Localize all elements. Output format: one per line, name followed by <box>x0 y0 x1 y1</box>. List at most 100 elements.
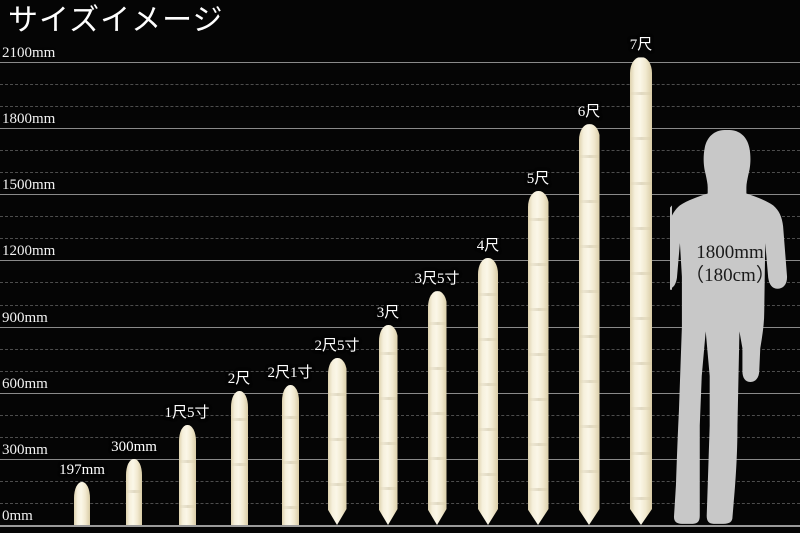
bar-label: 1尺5寸 <box>164 404 210 421</box>
bar-texture-band <box>630 272 652 276</box>
bar-texture-band <box>230 463 248 467</box>
gridline-minor <box>0 106 800 108</box>
bar-label: 3尺 <box>376 304 400 321</box>
bar-texture-band <box>527 352 549 356</box>
bar-texture-band <box>527 307 549 311</box>
bar-shaft <box>427 291 447 525</box>
bar-texture-band <box>327 437 347 441</box>
bar-texture-band <box>630 362 652 366</box>
gridline-major <box>0 128 800 130</box>
bar-texture-band <box>378 441 398 445</box>
bar-texture-band <box>281 415 299 419</box>
bar-texture-band <box>427 322 447 326</box>
bar-texture-band <box>630 92 652 96</box>
bar-shaft <box>478 257 498 525</box>
bar-texture-band <box>578 425 600 429</box>
gridline-minor <box>0 370 800 372</box>
bar-texture-band <box>527 262 549 266</box>
bar-texture-band <box>178 504 196 508</box>
bar <box>178 424 196 525</box>
bar-texture-band <box>378 351 398 355</box>
bar-texture-band <box>527 217 549 221</box>
bar-shaft <box>74 481 90 525</box>
person-silhouette: 1800mm （180cm） <box>670 128 789 525</box>
bar-texture-band <box>327 482 347 486</box>
gridline-minor <box>0 348 800 350</box>
gridline-minor <box>0 502 800 504</box>
bar-shaft <box>178 424 196 525</box>
bar-shaft <box>126 458 142 525</box>
bar-texture-band <box>578 155 600 159</box>
bar-label: 5尺 <box>526 170 550 187</box>
bar <box>327 357 347 525</box>
bar-texture-band <box>126 489 142 493</box>
y-axis-label: 300mm <box>2 441 48 458</box>
gridline-minor <box>0 216 800 218</box>
gridline-major <box>0 458 800 460</box>
bar-texture-band <box>478 382 498 386</box>
bar-shaft <box>281 384 299 525</box>
bar-texture-band <box>478 472 498 476</box>
bar-texture-band <box>578 335 600 339</box>
bar <box>427 291 447 525</box>
bar-texture-band <box>327 392 347 396</box>
gridline-minor <box>0 414 800 416</box>
bar-shaft <box>630 57 652 525</box>
bar-texture-band <box>630 317 652 321</box>
bar-texture-band <box>427 502 447 506</box>
bar-label: 2尺 <box>227 371 251 388</box>
bar-texture-band <box>478 337 498 341</box>
bar-shaft <box>230 391 248 525</box>
gridline-minor <box>0 84 800 86</box>
bar <box>630 57 652 525</box>
bar-texture-band <box>578 200 600 204</box>
bar-texture-band <box>427 457 447 461</box>
bar <box>478 257 498 525</box>
bar-texture-band <box>527 487 549 491</box>
gridline-minor <box>0 150 800 152</box>
bar-texture-band <box>630 452 652 456</box>
person-height-mm: 1800mm <box>696 242 764 264</box>
gridline-minor <box>0 172 800 174</box>
bar-texture-band <box>630 407 652 411</box>
bar-texture-band <box>478 292 498 296</box>
bar-texture-band <box>378 396 398 400</box>
bar-label: 2尺5寸 <box>314 337 360 354</box>
gridline-major <box>0 260 800 262</box>
y-axis-label: 1500mm <box>2 177 56 194</box>
bar-texture-band <box>527 442 549 446</box>
bar-label: 3尺5寸 <box>414 271 460 288</box>
bar-texture-band <box>281 460 299 464</box>
y-axis-label: 600mm <box>2 375 48 392</box>
person-height-label: 1800mm （180cm） <box>670 241 789 287</box>
y-axis-label: 900mm <box>2 309 48 326</box>
bar-label: 4尺 <box>476 237 500 254</box>
bar-texture-band <box>378 486 398 490</box>
y-axis-label: 2100mm <box>2 45 56 61</box>
bar-label: 300mm <box>111 438 157 455</box>
bar-shaft <box>327 357 347 525</box>
bar-texture-band <box>478 427 498 431</box>
bar-label: 6尺 <box>577 104 601 121</box>
bar-shaft <box>378 324 398 525</box>
bar-texture-band <box>281 505 299 509</box>
gridline-minor <box>0 436 800 438</box>
bar-texture-band <box>578 290 600 294</box>
bar-texture-band <box>178 459 196 463</box>
bar-texture-band <box>427 412 447 416</box>
axis-baseline <box>0 525 800 527</box>
bar <box>578 124 600 525</box>
bar-texture-band <box>578 470 600 474</box>
person-height-cm: （180cm） <box>685 265 775 287</box>
gridline-major <box>0 326 800 328</box>
bar <box>74 481 90 525</box>
bar-texture-band <box>630 137 652 141</box>
bar <box>126 458 142 525</box>
y-axis-label: 1800mm <box>2 111 56 128</box>
bar <box>378 324 398 525</box>
bar <box>527 190 549 525</box>
bar-texture-band <box>230 418 248 422</box>
y-axis-label: 0mm <box>2 508 33 524</box>
bar-texture-band <box>578 245 600 249</box>
